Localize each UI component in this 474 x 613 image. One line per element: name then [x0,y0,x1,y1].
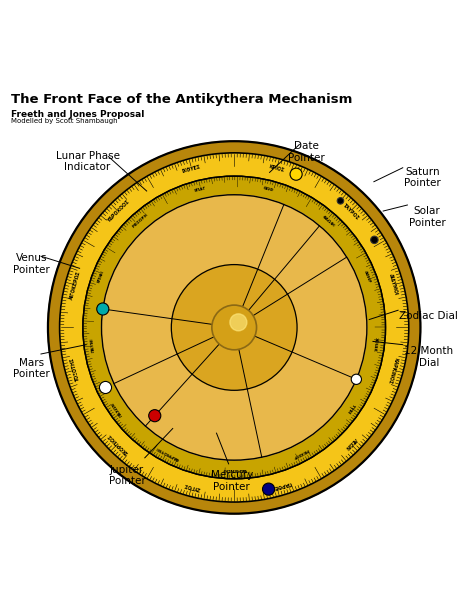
Text: Solar
Pointer: Solar Pointer [409,207,446,228]
Circle shape [101,195,367,460]
Text: ΦΑΡΜΟΥΘΙ: ΦΑΡΜΟΥΘΙ [156,446,181,461]
Text: ΙΧΘΥΕΣ: ΙΧΘΥΕΣ [182,164,201,173]
Text: ΕΠΙΦΙ: ΕΠΙΦΙ [97,270,106,284]
Text: 12 Month
Dial: 12 Month Dial [404,346,453,368]
Text: Zodiac Dial: Zodiac Dial [400,311,458,321]
Text: ΦΑΩΦΙ: ΦΑΩΦΙ [321,215,336,228]
Circle shape [290,168,302,180]
Text: ΧΟΙΑΚ: ΧΟΙΑΚ [372,337,378,352]
Text: ΘΩΘ: ΘΩΘ [263,186,274,193]
Text: ΣΚΟΡΠΙΟΣ: ΣΚΟΡΠΙΟΣ [107,432,129,455]
Text: ΕΠΑΓ: ΕΠΑΓ [194,186,207,193]
Circle shape [60,153,409,502]
Circle shape [83,176,385,479]
Circle shape [371,236,378,243]
Text: Jupiter
Pointer: Jupiter Pointer [109,465,146,486]
Circle shape [149,409,161,422]
Text: ΑΘΗΡ: ΑΘΗΡ [363,270,371,284]
Text: Lunar Phase
Indicator: Lunar Phase Indicator [55,151,119,172]
Text: Freeth and Jones Proposal: Freeth and Jones Proposal [11,110,144,119]
Circle shape [230,314,247,331]
Text: Saturn
Pointer: Saturn Pointer [404,167,441,188]
Circle shape [101,195,367,460]
Text: ΤΟΞΟΤΗΣ: ΤΟΞΟΤΗΣ [70,357,81,383]
Text: ΥΔΡΟΧΟΟΣ: ΥΔΡΟΧΟΟΣ [106,199,130,223]
Text: ΔΙΔΥΜΟΙ: ΔΙΔΥΜΟΙ [388,273,398,297]
Text: ΑΙΓΟΚΕΡΩΣ: ΑΙΓΟΚΕΡΩΣ [69,270,82,300]
Text: ΚΑΡΚΙΝΟΣ: ΚΑΡΚΙΝΟΣ [387,356,399,384]
Circle shape [212,305,256,350]
Text: ΠΑΧΩΝ: ΠΑΧΩΝ [111,400,124,416]
Text: The Front Face of the Antikythera Mechanism: The Front Face of the Antikythera Mechan… [11,93,352,106]
Text: Mars
Pointer: Mars Pointer [13,358,50,379]
Text: ΤΑΥΡΟΣ: ΤΑΥΡΟΣ [341,202,360,221]
Circle shape [351,374,362,384]
Circle shape [97,303,109,315]
Text: Date
Pointer: Date Pointer [288,141,325,163]
Circle shape [171,265,297,390]
Circle shape [100,381,111,394]
Text: ΖΥΓΟΣ: ΖΥΓΟΣ [183,482,201,491]
Text: Venus
Pointer: Venus Pointer [13,253,50,275]
Text: ΜΕΧΕΙΡ: ΜΕΧΕΙΡ [292,447,309,459]
Circle shape [263,483,274,495]
Text: ΛΕΩΝ: ΛΕΩΝ [344,436,357,451]
Text: Mercury
Pointer: Mercury Pointer [211,470,253,492]
Text: ΤΥΒΙ: ΤΥΒΙ [346,403,356,414]
Text: ΜΕΣΟΡΗ: ΜΕΣΟΡΗ [131,213,149,229]
Text: ΠΑΥΝΙ: ΠΑΥΝΙ [91,337,96,352]
Text: ΚΡΙΟΣ: ΚΡΙΟΣ [268,164,285,173]
Circle shape [337,197,344,204]
Text: Modelled by Scott Shambaugh: Modelled by Scott Shambaugh [11,118,118,124]
Text: ΠΑΡΘΕΝΟΣ: ΠΑΡΘΕΝΟΣ [262,480,292,492]
Text: ΦΑΜΕΝΩΘ: ΦΑΜΕΝΩΘ [222,468,246,471]
Circle shape [48,141,420,514]
